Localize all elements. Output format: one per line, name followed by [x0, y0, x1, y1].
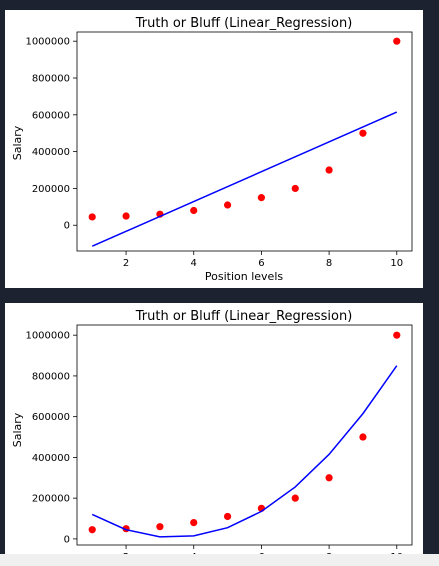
top-chart-x-tick-label: 4	[191, 258, 197, 269]
top-chart-data-point	[257, 194, 266, 202]
top-chart-data-point	[325, 166, 333, 174]
top-chart-data-point	[88, 213, 96, 221]
bottom-chart-y-tick-label: 600000	[32, 412, 70, 423]
bottom-chart-data-point	[223, 512, 232, 521]
top-chart-y-tick-label: 1000000	[25, 37, 70, 48]
bottom-chart-data-point	[291, 494, 299, 502]
top-chart-x-tick-label: 10	[390, 258, 403, 269]
top-chart-y-tick-label: 400000	[32, 147, 70, 158]
bottom-chart-regression-line	[91, 365, 398, 538]
top-chart-x-tick-label: 6	[258, 258, 264, 269]
top-chart-x-tick-label: 8	[326, 258, 332, 269]
top-chart-data-point	[393, 37, 401, 45]
bottom-scrollbar-area	[0, 554, 439, 566]
bottom-chart-y-tick-label: 400000	[32, 453, 70, 464]
bottom-chart-y-tick-label: 200000	[32, 494, 70, 505]
bottom-chart-y-label: Salary	[11, 412, 24, 447]
bottom-chart-data-point	[325, 474, 333, 482]
bottom-chart-frame	[76, 324, 413, 546]
top-chart-regression-line	[91, 111, 398, 247]
top-chart-data-point	[359, 129, 367, 137]
bottom-chart-y-tick-label: 0	[64, 534, 70, 545]
bottom-chart-data-point	[359, 433, 367, 441]
top-chart-x-label: Position levels	[205, 270, 283, 283]
top-chart-y-tick-label: 200000	[32, 184, 70, 195]
top-chart: Truth or Bluff (Linear_Regression) Posit…	[11, 16, 413, 283]
bottom-chart-title: Truth or Bluff (Linear_Regression)	[135, 309, 353, 324]
bottom-chart-data-point	[393, 331, 401, 339]
top-chart-y-tick-label: 0	[64, 221, 70, 232]
top-chart-data-point	[291, 184, 299, 193]
bottom-chart: Truth or Bluff (Linear_Regression) Salar…	[11, 309, 413, 563]
bottom-chart-data-point	[190, 518, 198, 527]
bottom-chart-panel: Truth or Bluff (Linear_Regression) Salar…	[5, 303, 423, 563]
bottom-chart-data-point	[156, 523, 164, 531]
top-chart-plot: 2 4 6 8 10 0 200000 400000 600000 800000 1000000	[25, 31, 413, 269]
top-chart-panel: Truth or Bluff (Linear_Regression) Posit…	[5, 10, 423, 288]
bottom-chart-y-tick-label: 1000000	[25, 331, 70, 342]
top-chart-data-point	[122, 212, 130, 220]
bottom-chart-data-point	[88, 526, 96, 534]
top-chart-y-tick-label: 800000	[32, 74, 70, 85]
top-chart-x-tick-label: 2	[123, 258, 129, 269]
bottom-chart-y-tick-label: 800000	[32, 371, 70, 382]
top-chart-data-point	[190, 206, 198, 215]
top-chart-y-tick-label: 600000	[32, 110, 70, 121]
top-chart-data-point	[223, 201, 232, 209]
top-chart-frame	[76, 31, 413, 252]
top-chart-title: Truth or Bluff (Linear_Regression)	[135, 16, 353, 31]
top-chart-y-label: Salary	[11, 125, 24, 160]
